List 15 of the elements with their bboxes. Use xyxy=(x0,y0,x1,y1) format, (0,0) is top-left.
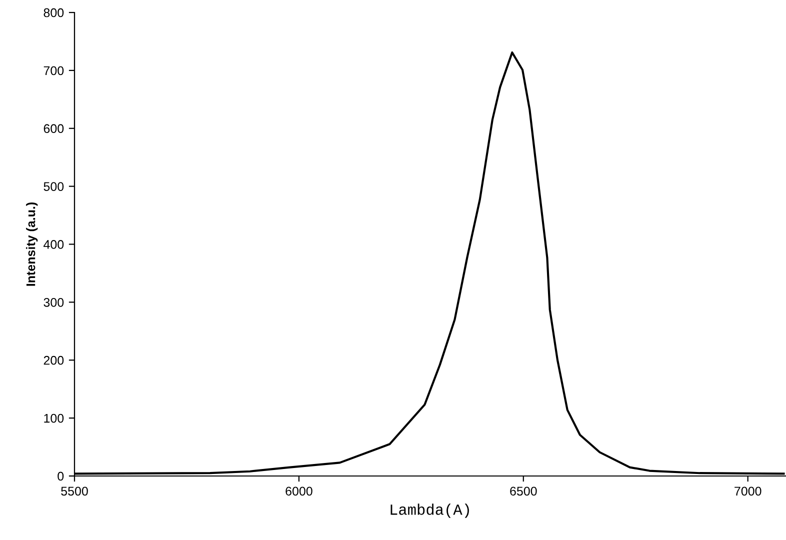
y-tick-label: 0 xyxy=(58,472,64,481)
y-tick-label: 800 xyxy=(44,8,64,18)
x-axis-title: Lambda(A) xyxy=(390,504,469,518)
y-tick-label: 600 xyxy=(44,124,64,134)
x-tick-label: 6000 xyxy=(286,486,312,496)
x-tick-label: 5500 xyxy=(61,486,88,496)
y-tick-label: 500 xyxy=(44,182,64,191)
y-tick-label: 700 xyxy=(44,66,64,76)
x-tick-label: 6500 xyxy=(510,486,537,496)
y-tick-label: 200 xyxy=(44,356,64,365)
y-tick-label: 400 xyxy=(44,240,64,249)
y-axis-title: Intensity (a.u.) xyxy=(26,202,38,286)
y-tick-label: 100 xyxy=(44,414,64,423)
x-tick-label: 7000 xyxy=(734,486,762,496)
y-tick-label: 300 xyxy=(44,298,64,307)
